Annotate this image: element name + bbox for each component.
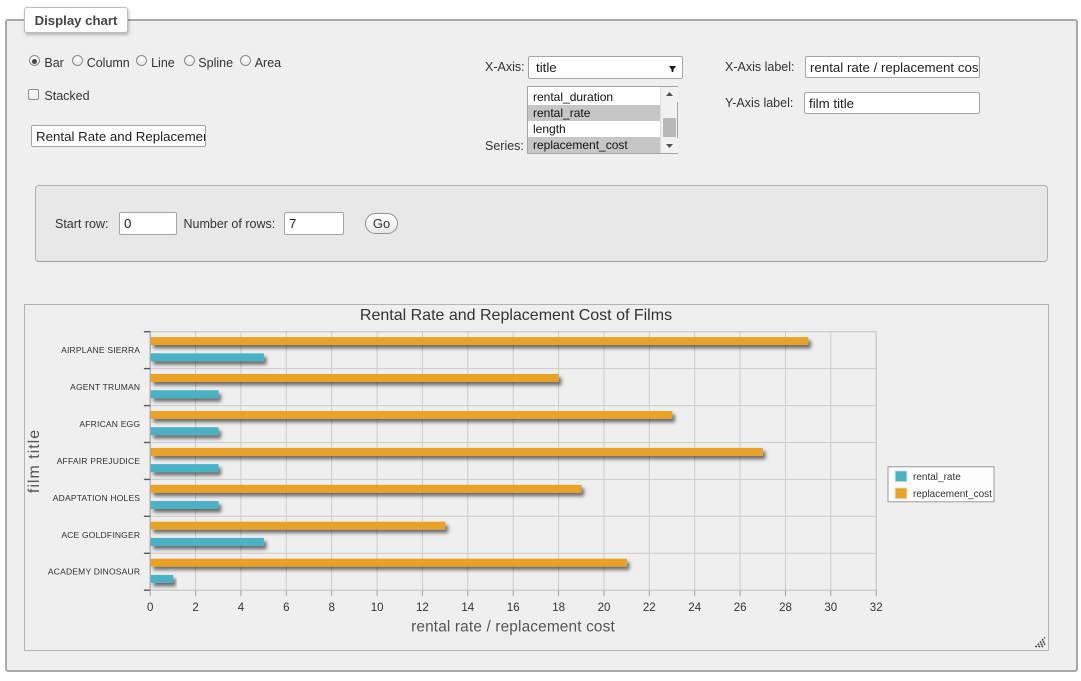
svg-text:20: 20 (598, 602, 611, 614)
svg-text:28: 28 (779, 602, 792, 614)
svg-text:AFRICAN EGG: AFRICAN EGG (79, 419, 140, 429)
svg-text:10: 10 (371, 602, 384, 614)
svg-text:ACADEMY DINOSAUR: ACADEMY DINOSAUR (48, 567, 140, 577)
svg-text:0: 0 (147, 602, 153, 614)
svg-text:16: 16 (507, 602, 520, 614)
svg-text:18: 18 (552, 602, 565, 614)
svg-text:14: 14 (461, 602, 474, 614)
svg-text:24: 24 (688, 602, 701, 614)
svg-text:6: 6 (283, 602, 289, 614)
svg-text:ADAPTATION HOLES: ADAPTATION HOLES (53, 493, 141, 503)
svg-text:4: 4 (238, 602, 245, 614)
svg-text:film title: film title (26, 429, 43, 493)
svg-text:replacement_cost: replacement_cost (913, 489, 992, 500)
svg-text:22: 22 (643, 602, 656, 614)
svg-text:26: 26 (734, 602, 747, 614)
svg-text:Rental Rate and Replacement Co: Rental Rate and Replacement Cost of Film… (360, 307, 672, 324)
svg-text:AGENT TRUMAN: AGENT TRUMAN (70, 382, 140, 392)
svg-text:AIRPLANE SIERRA: AIRPLANE SIERRA (61, 345, 140, 355)
svg-text:12: 12 (416, 602, 429, 614)
svg-text:2: 2 (192, 602, 198, 614)
svg-text:rental rate / replacement cost: rental rate / replacement cost (411, 619, 615, 636)
svg-text:AFFAIR PREJUDICE: AFFAIR PREJUDICE (57, 456, 141, 466)
svg-text:8: 8 (328, 602, 334, 614)
svg-text:ACE GOLDFINGER: ACE GOLDFINGER (61, 530, 140, 540)
svg-text:32: 32 (870, 602, 883, 614)
svg-text:rental_rate: rental_rate (913, 472, 961, 483)
svg-text:30: 30 (824, 602, 837, 614)
